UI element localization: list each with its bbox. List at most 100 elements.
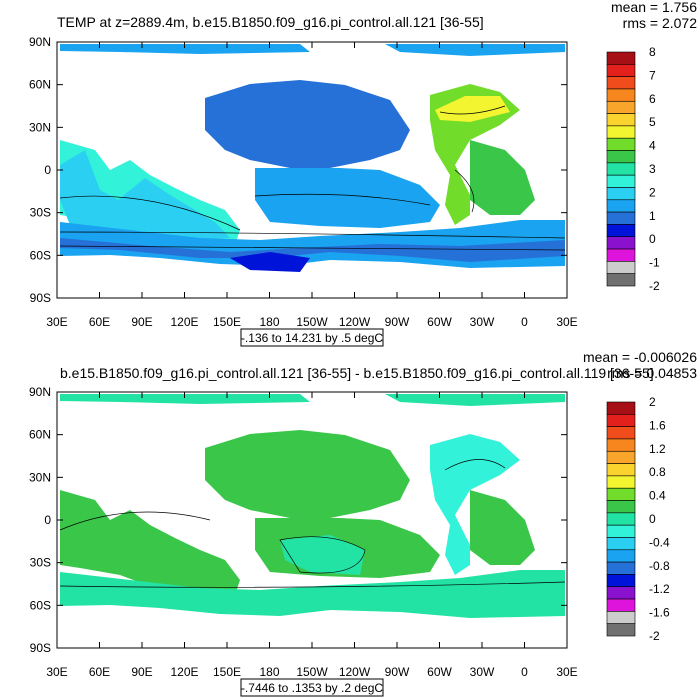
colorbar-swatch xyxy=(606,561,636,575)
colorbar-swatch xyxy=(606,414,636,427)
panel-temperature: TEMP at z=2889.4m, b.e15.B1850.f09_g16.p… xyxy=(29,0,698,347)
colorbar-label: 0.8 xyxy=(649,465,666,479)
x-axis: 30E 60E 90E 120E 150E 180 150W 120W 90W 60W 30W 0 30… xyxy=(46,42,578,329)
range-label: -.136 to 14.231 by .5 degC xyxy=(241,331,383,345)
x-tick-label: 30E xyxy=(556,315,577,329)
x-tick-label: 60E xyxy=(89,315,110,329)
colorbar-swatch xyxy=(606,76,636,90)
colorbar-label: -0.4 xyxy=(649,535,670,549)
colorbar-swatch xyxy=(606,150,636,164)
colorbar-swatch xyxy=(606,261,636,274)
map-field xyxy=(59,394,566,618)
colorbar-swatch xyxy=(606,537,636,551)
x-tick-label: 30E xyxy=(46,315,67,329)
mean-label: mean = 1.756 xyxy=(611,0,697,15)
colorbar-swatch xyxy=(606,586,636,600)
colorbar-label: 0.4 xyxy=(649,489,666,503)
colorbar-swatch xyxy=(606,598,636,612)
colorbar-swatch xyxy=(606,113,636,127)
region-southern-ocean xyxy=(60,570,565,618)
colorbar-label: 1.2 xyxy=(649,442,666,456)
rms-label: rms = 0.04853 xyxy=(607,365,697,381)
y-tick-label: 90S xyxy=(30,641,51,655)
colorbar-label: 1 xyxy=(649,209,656,223)
colorbar-swatch xyxy=(606,524,636,538)
colorbar-swatch xyxy=(606,273,636,287)
colorbar-swatch xyxy=(606,611,636,624)
colorbar-swatch xyxy=(606,475,636,489)
colorbar: 2 1.6 1.2 0.8 0.4 0 -0.4 -0.8 -1.2 -1.6 -2 xyxy=(606,395,670,643)
x-tick-label: 30E xyxy=(556,665,577,679)
x-tick-label: 180 xyxy=(259,315,279,329)
x-tick-label: 90W xyxy=(385,315,410,329)
rms-label: rms = 2.072 xyxy=(623,15,698,31)
colorbar-swatch xyxy=(606,450,636,464)
region-north-pacific xyxy=(205,80,410,168)
colorbar-label: -1.6 xyxy=(649,606,670,620)
y-tick-label: 90S xyxy=(30,291,51,305)
y-tick-label: 60S xyxy=(30,598,51,612)
colorbar-swatch xyxy=(606,549,636,563)
panel-difference: b.e15.B1850.f09_g16.pi_control.all.121 [… xyxy=(29,349,697,697)
colorbar-swatch xyxy=(606,162,636,176)
x-tick-label: 150E xyxy=(213,665,241,679)
x-tick-label: 150W xyxy=(296,315,328,329)
x-tick-label: 0 xyxy=(521,665,528,679)
colorbar-swatch xyxy=(606,125,636,139)
x-tick-label: 120E xyxy=(170,315,198,329)
x-tick-label: 150E xyxy=(213,315,241,329)
range-label-box xyxy=(240,678,384,697)
y-tick-label: 60S xyxy=(30,248,51,262)
x-tick-label: 60E xyxy=(89,665,110,679)
colorbar-label: 5 xyxy=(649,115,656,129)
colorbar-swatch xyxy=(606,438,636,452)
x-tick-label: 120W xyxy=(339,315,371,329)
x-tick-label: 60W xyxy=(427,315,452,329)
y-tick-label: 60N xyxy=(29,428,51,442)
y-tick-label: 0 xyxy=(44,513,51,527)
region-north-atlantic xyxy=(430,434,520,575)
colorbar-label: 3 xyxy=(649,162,656,176)
x-tick-label: 150W xyxy=(296,665,328,679)
panel-title: TEMP at z=2889.4m, b.e15.B1850.f09_g16.p… xyxy=(57,14,484,30)
y-axis: 90N 60N 30N 0 30S 60S 90S xyxy=(29,35,567,305)
x-tick-label: 120E xyxy=(170,665,198,679)
colorbar-label: 8 xyxy=(649,45,656,59)
y-tick-label: 90N xyxy=(29,35,51,49)
colorbar-swatch xyxy=(606,236,636,250)
colorbar-swatch xyxy=(606,487,636,501)
x-tick-label: 30W xyxy=(470,665,495,679)
colorbar-swatch xyxy=(606,199,636,213)
colorbar-swatch xyxy=(606,187,636,201)
region-south-atlantic xyxy=(470,140,535,215)
x-tick-label: 120W xyxy=(339,665,371,679)
x-tick-label: 30E xyxy=(46,665,67,679)
x-axis: 30E 60E 90E 120E 150E 180 150W 120W 90W 60W 30W 0 30… xyxy=(46,392,578,679)
y-axis: 90N 60N 30N 0 30S 60S 90S xyxy=(29,385,567,655)
range-label-box xyxy=(240,328,384,347)
x-tick-label: 180 xyxy=(259,665,279,679)
panel-title: b.e15.B1850.f09_g16.pi_control.all.121 [… xyxy=(60,365,654,381)
colorbar-swatch xyxy=(606,426,636,440)
x-tick-label: 60W xyxy=(427,665,452,679)
colorbar-swatch xyxy=(606,100,636,114)
colorbar-label: 2 xyxy=(649,185,656,199)
colorbar-swatch xyxy=(606,574,636,588)
colorbar-swatch xyxy=(606,224,636,238)
colorbar-swatch xyxy=(606,137,636,151)
y-tick-label: 30N xyxy=(29,120,51,134)
colorbar-swatch xyxy=(606,174,636,188)
colorbar: 8 7 6 5 4 3 2 1 0 -1 -2 xyxy=(606,45,660,293)
colorbar-swatch xyxy=(606,401,636,415)
colorbar-swatch xyxy=(606,463,636,477)
colorbar-label: -2 xyxy=(649,279,660,293)
colorbar-swatch xyxy=(606,248,636,262)
colorbar-label: 7 xyxy=(649,68,656,82)
mean-label: mean = -0.006026 xyxy=(583,349,697,365)
region-indian-ocean xyxy=(60,490,240,600)
colorbar-swatch xyxy=(606,500,636,514)
map-field xyxy=(59,44,566,272)
region-north-pacific xyxy=(205,430,410,518)
x-tick-label: 90E xyxy=(131,665,152,679)
y-tick-label: 0 xyxy=(44,163,51,177)
